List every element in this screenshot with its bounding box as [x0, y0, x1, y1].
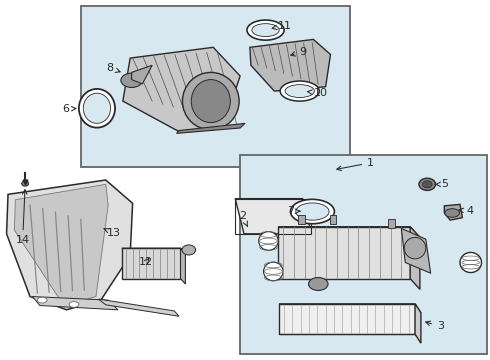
Text: 4: 4: [459, 206, 473, 216]
Polygon shape: [123, 47, 240, 132]
Bar: [388, 220, 395, 228]
Ellipse shape: [22, 181, 28, 186]
Ellipse shape: [37, 297, 47, 303]
Ellipse shape: [247, 20, 284, 40]
Polygon shape: [98, 299, 179, 316]
Ellipse shape: [69, 302, 79, 307]
Ellipse shape: [264, 262, 283, 281]
Ellipse shape: [296, 203, 329, 220]
Ellipse shape: [419, 178, 436, 190]
Ellipse shape: [191, 80, 230, 123]
Text: 9: 9: [291, 46, 307, 57]
Polygon shape: [401, 228, 431, 273]
Polygon shape: [32, 297, 118, 310]
Ellipse shape: [285, 85, 315, 98]
Text: 2: 2: [239, 211, 247, 226]
Polygon shape: [279, 304, 415, 334]
Bar: [235, 199, 312, 234]
Text: 8: 8: [106, 63, 120, 73]
Text: 5: 5: [435, 179, 448, 189]
Polygon shape: [250, 40, 331, 91]
Ellipse shape: [280, 81, 319, 101]
Polygon shape: [278, 226, 410, 279]
Ellipse shape: [404, 237, 426, 259]
Polygon shape: [235, 199, 312, 234]
Polygon shape: [278, 226, 420, 237]
Text: 6: 6: [62, 104, 76, 114]
Ellipse shape: [182, 245, 196, 255]
Ellipse shape: [83, 93, 111, 123]
Polygon shape: [122, 248, 180, 279]
Polygon shape: [6, 180, 133, 310]
Text: 11: 11: [272, 21, 292, 31]
Polygon shape: [176, 123, 245, 134]
Polygon shape: [180, 248, 185, 284]
Bar: [240, 155, 487, 354]
Ellipse shape: [445, 209, 460, 217]
Polygon shape: [444, 204, 463, 220]
Ellipse shape: [182, 72, 239, 130]
Ellipse shape: [259, 231, 278, 250]
Polygon shape: [410, 226, 420, 289]
Polygon shape: [132, 65, 152, 84]
Bar: [330, 215, 336, 224]
Polygon shape: [279, 304, 421, 313]
Ellipse shape: [79, 89, 115, 128]
Text: 3: 3: [426, 321, 444, 331]
Text: 13: 13: [104, 228, 121, 238]
Text: 10: 10: [307, 88, 327, 98]
Ellipse shape: [121, 73, 143, 87]
Ellipse shape: [252, 24, 279, 37]
Polygon shape: [122, 248, 185, 253]
Text: 14: 14: [16, 190, 30, 245]
Text: 12: 12: [139, 257, 153, 267]
Ellipse shape: [422, 181, 432, 188]
Text: 7: 7: [287, 206, 300, 216]
Polygon shape: [14, 184, 108, 306]
Bar: [81, 6, 350, 167]
Bar: [298, 215, 305, 224]
Ellipse shape: [309, 278, 328, 291]
Ellipse shape: [460, 252, 482, 273]
Ellipse shape: [291, 199, 334, 224]
Text: 1: 1: [337, 158, 374, 171]
Polygon shape: [415, 304, 421, 343]
